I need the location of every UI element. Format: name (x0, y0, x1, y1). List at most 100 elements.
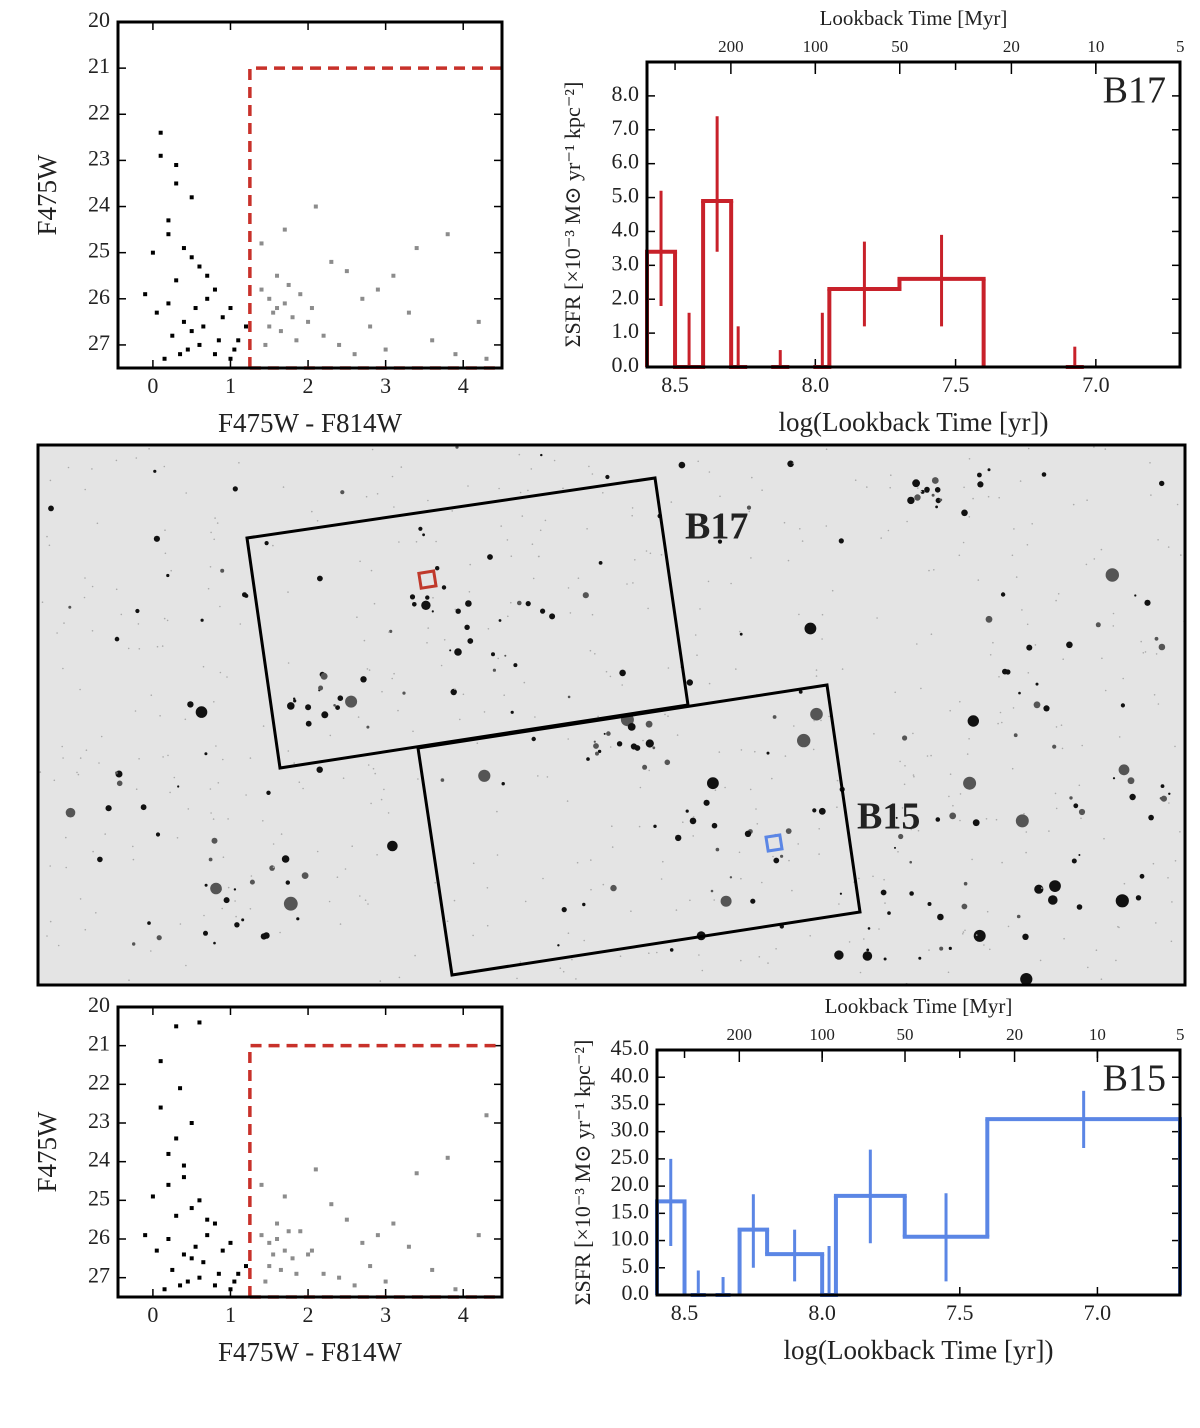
source (1112, 777, 1116, 780)
source (675, 834, 682, 842)
background-noise (46, 935, 48, 937)
background-noise (62, 757, 64, 759)
background-noise (167, 754, 169, 757)
background-noise (634, 559, 636, 561)
background-noise (432, 597, 434, 599)
background-noise (793, 725, 795, 727)
x2-axis-label: Lookback Time [Myr] (820, 6, 1008, 30)
source (200, 618, 204, 622)
x-axis-label: log(Lookback Time [yr]) (784, 1335, 1054, 1365)
point (178, 352, 183, 357)
background-noise (339, 923, 342, 925)
point (162, 1287, 167, 1292)
point (150, 1194, 155, 1199)
background-noise (566, 800, 569, 802)
background-noise (65, 836, 67, 839)
background-noise (166, 619, 169, 622)
point (143, 292, 148, 297)
y-tick-label: 45.0 (611, 1035, 650, 1060)
background-noise (809, 935, 811, 937)
background-noise (1171, 901, 1173, 903)
background-noise (316, 850, 319, 853)
background-noise (1078, 784, 1081, 787)
point (205, 1217, 210, 1222)
background-noise (1001, 861, 1003, 864)
source (422, 533, 425, 537)
source (1078, 854, 1081, 856)
region-marker (764, 833, 784, 853)
point (267, 1240, 272, 1245)
y-axis-label: F475W (32, 154, 62, 236)
source (931, 493, 935, 497)
point (193, 1244, 198, 1249)
background-noise (912, 774, 915, 776)
background-noise (928, 569, 930, 572)
source (337, 695, 344, 701)
x-tick-label: 1 (225, 1302, 236, 1327)
background-noise (987, 495, 990, 498)
y-tick-label: 3.0 (612, 250, 640, 275)
background-noise (696, 654, 698, 656)
source (914, 494, 921, 501)
x-tick-label: 2 (303, 373, 314, 398)
background-noise (626, 583, 628, 585)
point (453, 1287, 458, 1292)
background-noise (878, 928, 880, 930)
background-noise (926, 755, 929, 757)
source (557, 944, 560, 947)
source (720, 895, 732, 907)
background-noise (1157, 539, 1159, 541)
background-noise (238, 462, 240, 464)
source (491, 652, 495, 657)
background-noise (311, 510, 313, 513)
background-noise (173, 776, 176, 779)
point (212, 1221, 217, 1226)
x-tick-label: 2 (303, 1302, 314, 1327)
background-noise (120, 613, 123, 616)
background-noise (49, 920, 52, 923)
source (1026, 644, 1033, 651)
point (391, 1221, 396, 1226)
source (321, 711, 329, 719)
background-noise (784, 755, 787, 757)
source (305, 704, 312, 711)
point (294, 1271, 299, 1276)
source (1000, 592, 1006, 597)
background-noise (213, 701, 215, 703)
background-noise (718, 751, 721, 753)
source (232, 486, 238, 492)
point (453, 352, 458, 357)
background-noise (329, 734, 332, 737)
background-noise (453, 899, 456, 902)
background-noise (531, 543, 534, 545)
background-noise (916, 643, 918, 645)
point (174, 278, 179, 283)
source (798, 690, 803, 694)
source (177, 785, 180, 788)
background-noise (571, 958, 573, 961)
background-noise (519, 491, 522, 494)
point (445, 232, 450, 237)
background-noise (859, 971, 862, 974)
background-noise (836, 779, 839, 782)
background-noise (799, 528, 801, 530)
source (909, 891, 914, 896)
source (838, 538, 844, 544)
background-noise (61, 745, 63, 748)
point (170, 333, 175, 338)
source (1120, 703, 1125, 708)
background-noise (959, 793, 962, 795)
background-noise (642, 739, 644, 742)
background-noise (209, 788, 212, 790)
background-noise (169, 791, 171, 794)
background-noise (503, 694, 506, 696)
background-noise (821, 638, 823, 640)
background-noise (577, 577, 580, 579)
background-noise (559, 967, 562, 969)
source (97, 856, 103, 863)
background-noise (272, 544, 274, 547)
source (1066, 641, 1073, 649)
background-noise (1055, 726, 1058, 728)
x-tick-label: 0 (147, 373, 158, 398)
